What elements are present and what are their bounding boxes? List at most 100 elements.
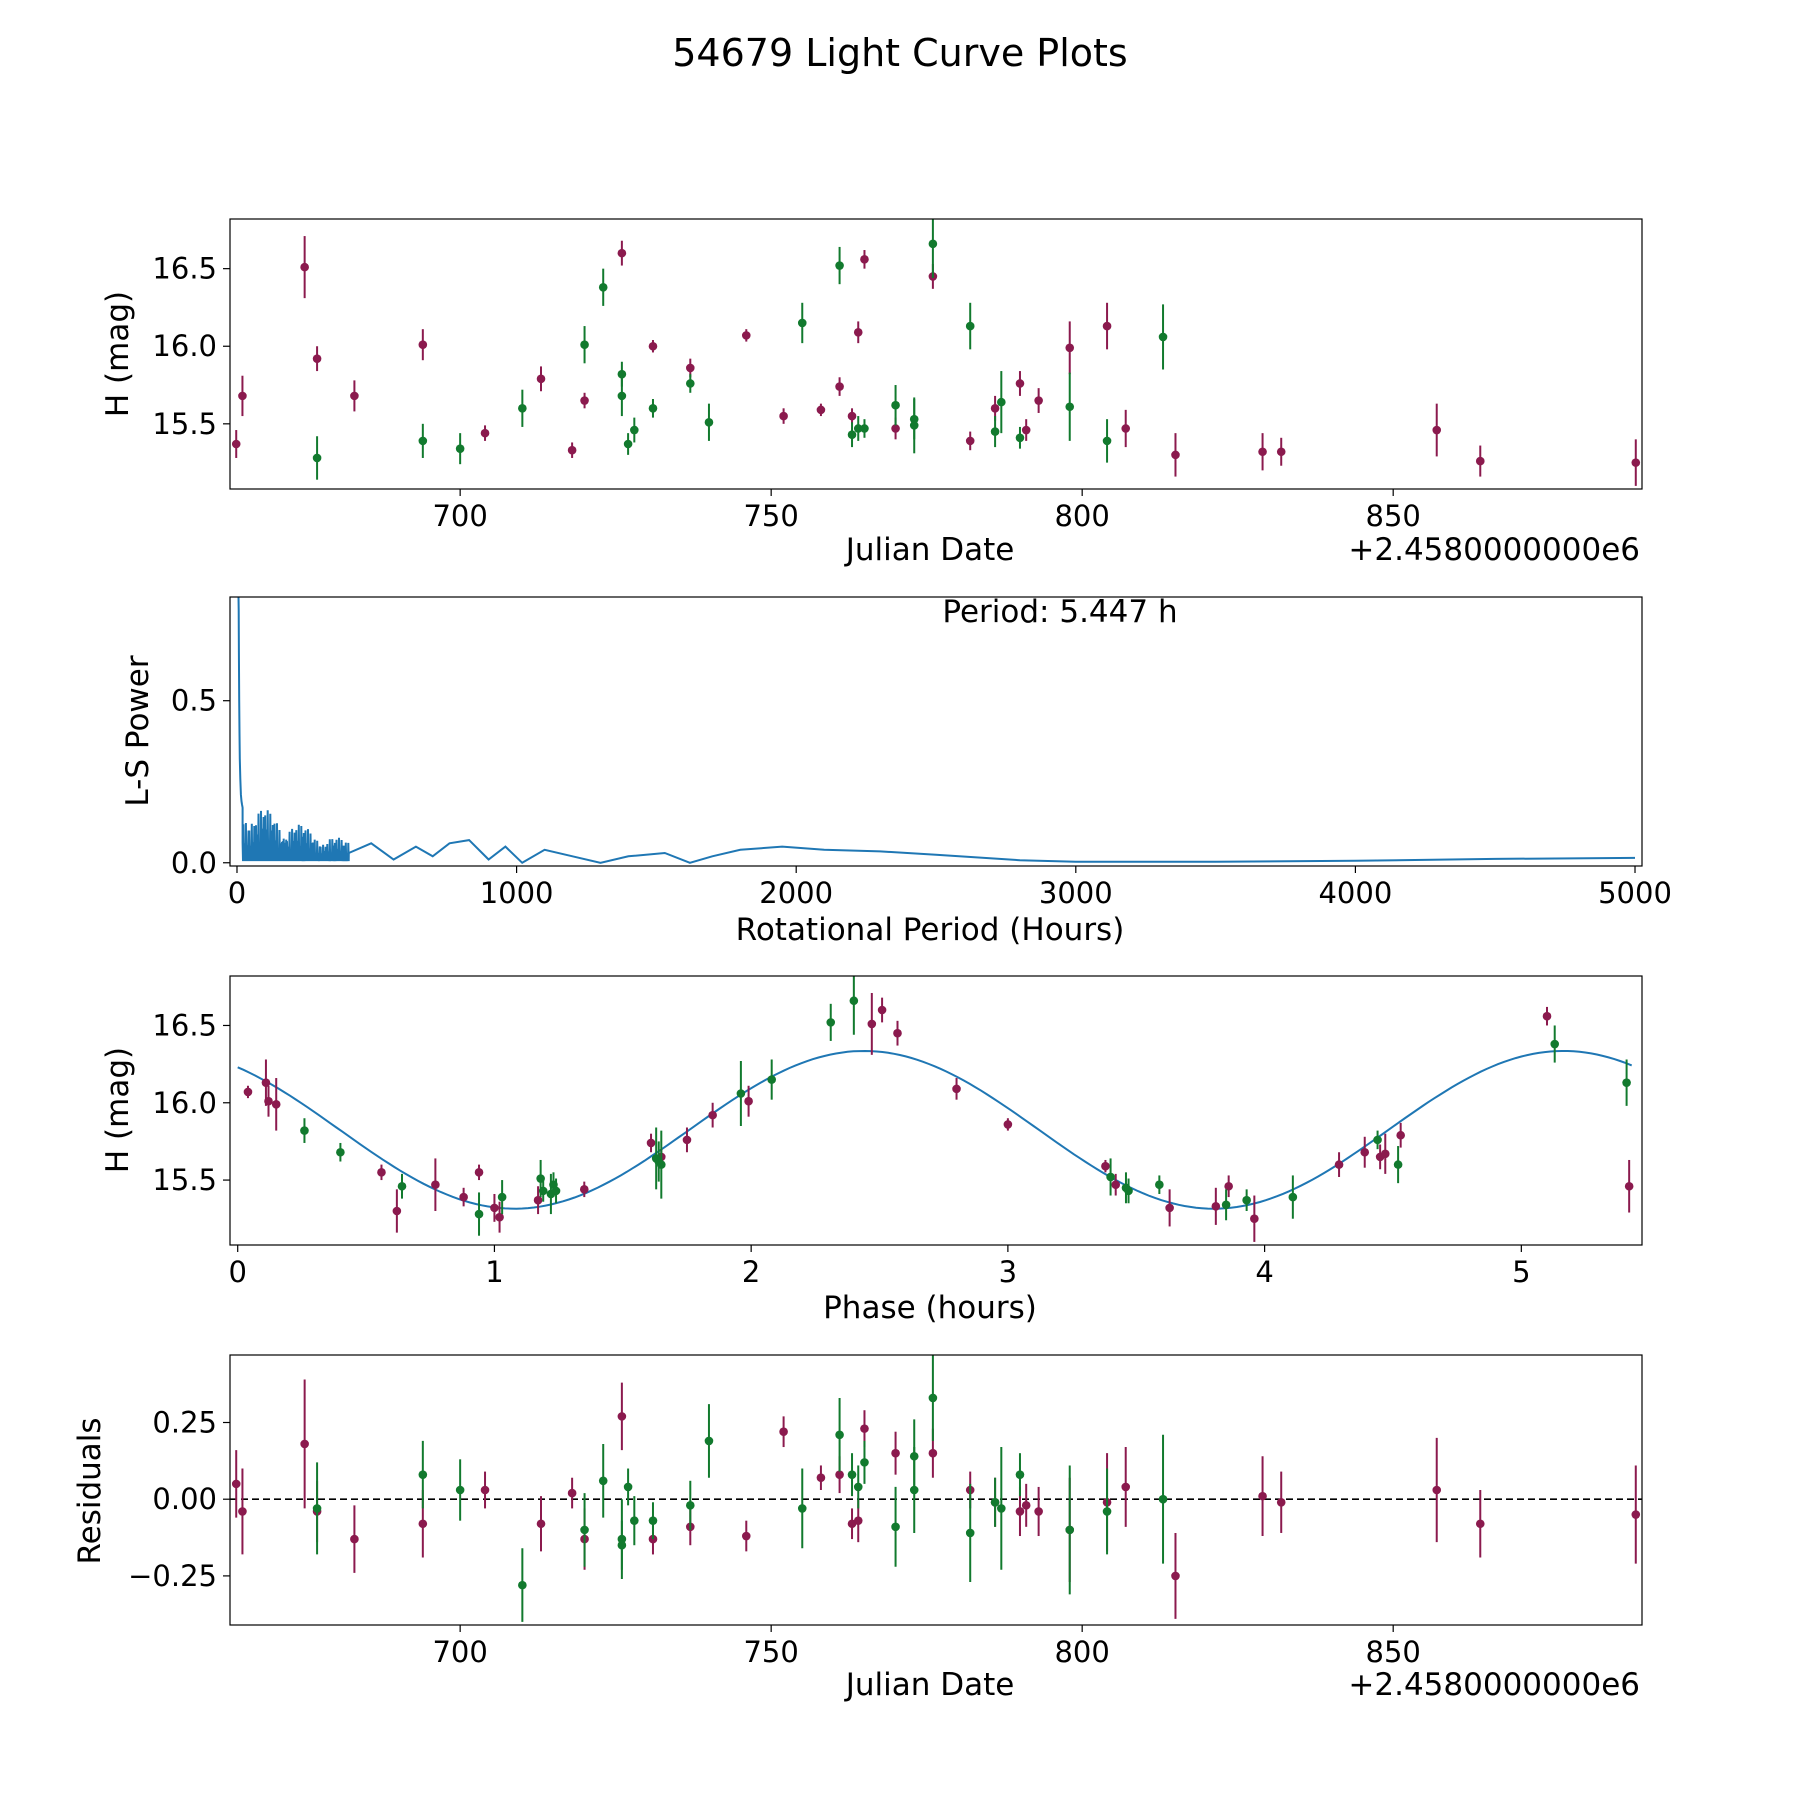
green-data-point [853, 424, 863, 433]
green-data-point [704, 417, 714, 427]
lightcurve-data-layer [231, 219, 1641, 486]
green-data-point [965, 321, 975, 331]
maroon-data-point [1021, 1501, 1031, 1510]
green-data-point [657, 1160, 666, 1169]
maroon-data-point [536, 1519, 546, 1529]
green-data-point [891, 1522, 900, 1532]
green-data-point [1373, 1135, 1382, 1145]
maroon-data-point [965, 436, 975, 446]
phased-ytick-label: 15.5 [152, 1163, 217, 1197]
maroon-data-point [300, 262, 309, 272]
maroon-data-point [1034, 396, 1043, 405]
periodogram-panel: L-S Power Rotational Period (Hours) Peri… [120, 594, 1672, 948]
maroon-data-point [617, 1412, 627, 1421]
green-data-point [1106, 1172, 1115, 1182]
periodogram-xtick-label: 0 [228, 876, 246, 910]
lightcurve-frame [229, 218, 1643, 490]
lightcurve-xtick-label: 700 [432, 499, 487, 533]
green-data-point [336, 1147, 345, 1157]
model-fit-curve [237, 1049, 1633, 1210]
phased-panel: H (mag) Phase (hours) 0 1 2 3 4 5 15.5 16.0 16.5 [100, 975, 1643, 1326]
maroon-data-point [238, 391, 247, 401]
period-annotation: Period: 5.447 h [942, 594, 1177, 630]
green-data-point [518, 1580, 527, 1590]
phased-xtick-label: 5 [1512, 1255, 1530, 1289]
figure-title: 54679 Light Curve Plots [672, 31, 1127, 75]
maroon-data-point [1121, 1482, 1131, 1492]
maroon-data-point [1475, 456, 1485, 466]
maroon-data-point [1101, 1161, 1110, 1171]
phased-frame [229, 975, 1643, 1246]
phased-xtick-label: 0 [228, 1255, 246, 1289]
green-data-point [1065, 402, 1075, 412]
maroon-data-point [816, 405, 826, 415]
maroon-data-point [1211, 1202, 1221, 1211]
periodogram-data-layer [237, 597, 1636, 865]
green-data-point [497, 1192, 507, 1202]
green-data-point [648, 404, 658, 413]
periodogram-frame [229, 596, 1643, 867]
green-data-point [835, 261, 844, 270]
maroon-data-point [1276, 1497, 1286, 1507]
maroon-data-point [431, 1180, 440, 1190]
periodogram-xtick-label: 1000 [480, 876, 554, 910]
maroon-data-point [779, 411, 788, 421]
maroon-data-point [741, 331, 751, 340]
periodogram-xtick-label: 4000 [1318, 876, 1392, 910]
phased-xtick-label: 4 [1255, 1255, 1273, 1289]
residuals-frame [229, 1354, 1643, 1626]
green-data-point [598, 282, 608, 292]
green-data-point [300, 1126, 309, 1135]
periodogram-ylabel: L-S Power [120, 655, 156, 806]
green-data-point [648, 1516, 658, 1525]
maroon-data-point [1624, 1181, 1634, 1191]
green-data-point [704, 1436, 714, 1446]
lightcurve-ytick-label: 16.0 [152, 329, 217, 363]
green-data-point [580, 1525, 589, 1535]
maroon-data-point [567, 1488, 577, 1498]
maroon-data-point [1121, 424, 1131, 433]
maroon-data-point [1380, 1149, 1390, 1159]
green-data-point [1124, 1186, 1133, 1196]
maroon-data-point [1475, 1519, 1485, 1529]
green-data-point [928, 239, 938, 249]
maroon-data-point [708, 1110, 717, 1120]
residuals-xtick-label: 850 [1366, 1635, 1421, 1669]
green-data-point [1015, 1470, 1025, 1479]
maroon-data-point [261, 1078, 271, 1087]
maroon-data-point [231, 1479, 241, 1489]
green-data-point [1288, 1192, 1298, 1202]
green-data-point [1221, 1200, 1231, 1210]
green-data-point [455, 1485, 465, 1495]
maroon-data-point [1396, 1130, 1405, 1140]
green-data-point [623, 1482, 633, 1492]
green-data-point [860, 424, 869, 433]
maroon-data-point [1102, 321, 1112, 331]
maroon-data-point [567, 445, 577, 455]
maroon-data-point [243, 1087, 253, 1097]
maroon-data-point [459, 1192, 468, 1202]
phased-xtick-label: 3 [999, 1255, 1017, 1289]
maroon-data-point [1258, 447, 1267, 457]
maroon-data-point [853, 1516, 863, 1525]
green-data-point [860, 1458, 869, 1467]
maroon-data-point [835, 1470, 844, 1479]
maroon-data-point [741, 1531, 751, 1541]
green-data-point [847, 1470, 857, 1479]
maroon-data-point [536, 374, 546, 384]
periodogram-xlabel: Rotational Period (Hours) [736, 912, 1125, 948]
maroon-data-point [1258, 1491, 1267, 1501]
green-data-point [909, 1485, 919, 1495]
maroon-data-point [418, 1519, 428, 1529]
green-data-point [397, 1181, 407, 1191]
maroon-data-point [231, 439, 241, 449]
phased-xtick-label: 2 [742, 1255, 760, 1289]
green-data-point [1550, 1039, 1560, 1049]
green-data-point [617, 369, 627, 379]
maroon-data-point [533, 1195, 543, 1205]
maroon-data-point [1171, 450, 1180, 460]
maroon-data-point [490, 1203, 499, 1213]
maroon-data-point [891, 424, 900, 433]
maroon-data-point [495, 1212, 504, 1222]
residuals-xtick-label: 800 [1054, 1635, 1109, 1669]
